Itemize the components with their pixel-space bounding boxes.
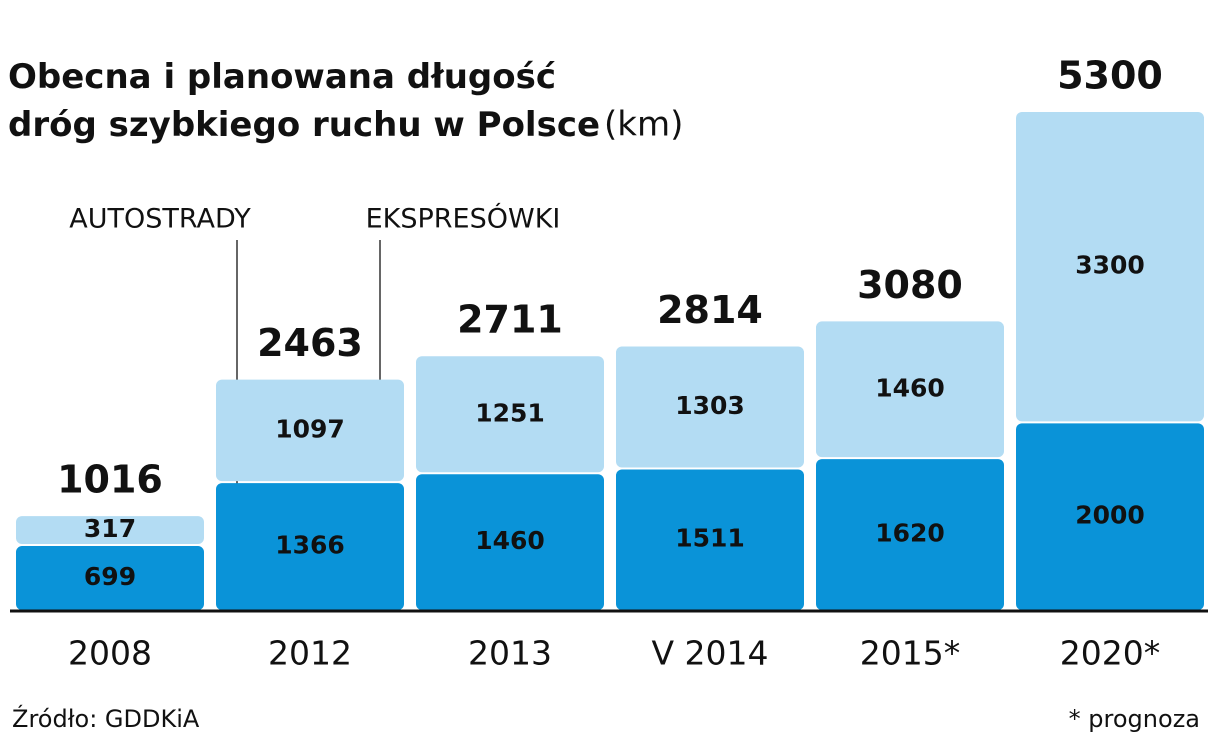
x-tick-label: 2020* — [1060, 634, 1160, 673]
total-label: 2814 — [657, 288, 763, 332]
note: * prognoza — [1069, 705, 1200, 733]
value-label: 699 — [84, 562, 136, 591]
value-label: 1251 — [475, 398, 545, 427]
bar-segment — [616, 346, 804, 468]
bar-segment — [1016, 423, 1204, 610]
x-tick-label: V 2014 — [651, 634, 768, 673]
value-label: 1511 — [675, 524, 745, 553]
legend-label: EKSPRESÓWKI — [366, 203, 561, 235]
value-label: 2000 — [1075, 501, 1145, 530]
bar-segment — [16, 546, 204, 610]
x-tick-label: 2013 — [468, 634, 552, 673]
bar-segment — [1016, 112, 1204, 422]
bar-segment — [416, 474, 604, 610]
bar-segment — [216, 483, 404, 610]
total-label: 2463 — [257, 321, 363, 365]
total-label: 2711 — [457, 298, 563, 342]
legend-label: AUTOSTRADY — [69, 204, 251, 235]
bar-segment — [216, 379, 404, 482]
x-tick-label: 2015* — [860, 634, 960, 673]
bar-segment — [816, 321, 1004, 458]
value-label: 3300 — [1075, 251, 1145, 280]
x-tick-label: 2008 — [68, 634, 152, 673]
value-label: 1303 — [675, 391, 745, 420]
source: Źródło: GDDKiA — [12, 704, 200, 733]
title-part: Obecna i planowana długość — [8, 57, 556, 97]
x-tick-label: 2012 — [268, 634, 352, 673]
value-label: 1097 — [275, 414, 345, 443]
value-label: 317 — [84, 514, 136, 543]
value-label: 1366 — [275, 531, 345, 560]
value-label: 1460 — [875, 373, 945, 402]
bar-segment — [16, 516, 204, 545]
title-part: dróg szybkiego ruchu w Polsce — [8, 105, 600, 145]
bar-segment — [816, 459, 1004, 610]
value-label: 1460 — [475, 526, 545, 555]
total-label: 3080 — [857, 263, 963, 307]
bar-segment — [616, 469, 804, 610]
bar-segment — [416, 356, 604, 473]
total-label: 1016 — [57, 458, 163, 502]
total-label: 5300 — [1057, 54, 1163, 98]
value-label: 1620 — [875, 519, 945, 548]
chart-title-line: Obecna i planowana długość dróg szybkiego… — [8, 57, 600, 145]
title-unit: (km) — [604, 105, 683, 145]
